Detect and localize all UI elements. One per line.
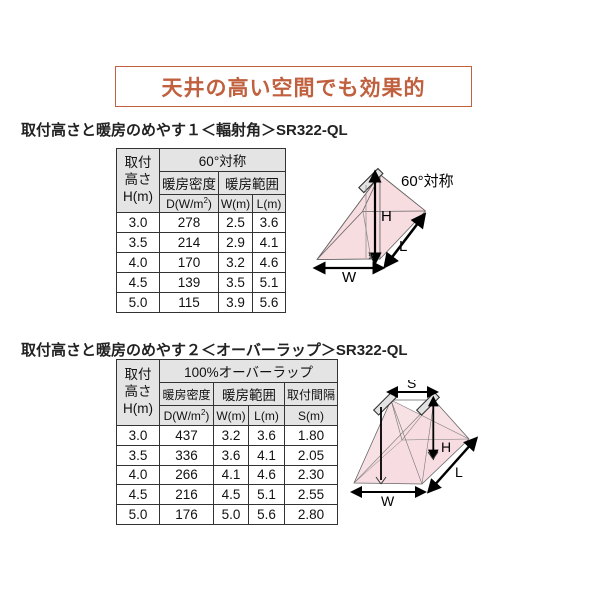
svg-text:S: S — [407, 380, 416, 391]
svg-text:H: H — [381, 208, 392, 225]
svg-text:W: W — [381, 493, 395, 509]
svg-text:60°対称: 60°対称 — [401, 173, 454, 190]
svg-text:L: L — [399, 238, 407, 255]
svg-text:L: L — [455, 464, 463, 480]
svg-text:W: W — [342, 269, 357, 285]
svg-text:H: H — [441, 439, 451, 455]
